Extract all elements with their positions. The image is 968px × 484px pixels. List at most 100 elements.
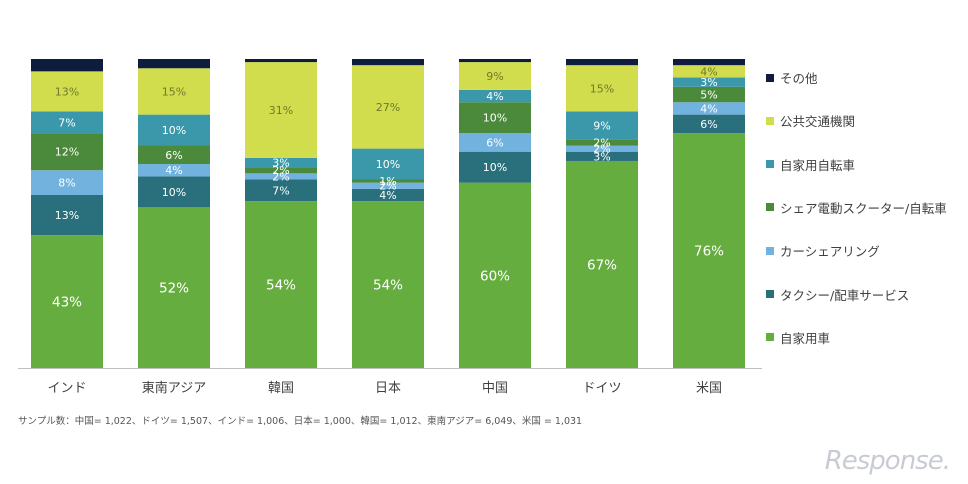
legend-swatch-shared-scooter-bike bbox=[766, 203, 774, 212]
legend-swatch-public-transit bbox=[766, 116, 774, 125]
x-tick-japan: 日本 bbox=[375, 381, 401, 396]
bar-china-private-car bbox=[459, 182, 531, 368]
label-germany-shared-scooter-bike: 2% bbox=[593, 136, 610, 149]
label-china-public-transit: 9% bbox=[486, 70, 503, 83]
label-india-taxi-ridehail: 13% bbox=[55, 209, 79, 222]
label-usa-private-car: 76% bbox=[694, 244, 724, 260]
bar-india-taxi-ridehail bbox=[31, 194, 103, 236]
x-tick-label-layer: インド 東南アジア 韓国 日本 中国 ドイツ 米国 bbox=[47, 380, 722, 396]
label-usa-public-transit: 4% bbox=[700, 65, 717, 78]
label-india-public-transit: 13% bbox=[55, 85, 79, 98]
legend-item-private-bicycle: 自家用自転車 bbox=[766, 155, 855, 174]
label-india-private-car: 43% bbox=[52, 295, 82, 311]
bar-japan-private-bicycle bbox=[352, 148, 424, 180]
label-usa-shared-scooter-bike: 5% bbox=[700, 89, 717, 102]
bar-germany-private-bicycle bbox=[566, 111, 638, 140]
bar-japan-private-car bbox=[352, 201, 424, 368]
label-usa-taxi-ridehail: 6% bbox=[700, 118, 717, 131]
legend-label-private-bicycle: 自家用自転車 bbox=[780, 157, 856, 173]
label-japan-private-bicycle: 10% bbox=[376, 158, 400, 171]
x-tick-usa: 米国 bbox=[696, 381, 722, 396]
legend-swatch-private-car bbox=[766, 333, 774, 342]
bar-china-public-transit bbox=[459, 62, 531, 90]
bar-sea-taxi-ridehail bbox=[138, 176, 210, 208]
x-tick-sea: 東南アジア bbox=[142, 380, 206, 396]
bar-china-other bbox=[459, 59, 531, 63]
label-japan-taxi-ridehail: 4% bbox=[379, 189, 396, 202]
legend-item-taxi-ridehail: タクシー/配車サービス bbox=[766, 285, 909, 304]
bar-korea-public-transit bbox=[245, 62, 317, 158]
label-india-private-bicycle: 7% bbox=[58, 116, 75, 129]
bar-korea-carsharing bbox=[245, 173, 317, 180]
legend-item-private-car: 自家用車 bbox=[766, 328, 830, 347]
label-korea-shared-scooter-bike: 2% bbox=[272, 164, 289, 177]
bar-korea-private-bicycle bbox=[245, 157, 317, 168]
bar-japan-carsharing bbox=[352, 182, 424, 189]
label-sea-taxi-ridehail: 10% bbox=[162, 186, 186, 199]
legend-label-private-car: 自家用車 bbox=[780, 330, 831, 346]
bar-japan-shared-scooter-bike bbox=[352, 179, 424, 183]
legend-item-other: その他 bbox=[766, 68, 818, 87]
label-sea-shared-scooter-bike: 6% bbox=[165, 149, 182, 162]
bar-layer bbox=[31, 59, 745, 368]
sample-size-footnote: サンプル数：中国= 1,022、ドイツ= 1,507、インド= 1,006、日本… bbox=[18, 416, 583, 427]
bar-japan-taxi-ridehail bbox=[352, 188, 424, 202]
bar-korea-private-car bbox=[245, 201, 317, 368]
bar-india-other bbox=[31, 59, 103, 72]
bar-china-carsharing bbox=[459, 133, 531, 152]
stacked-bar-chart: 43%13%8%12%7%13%52%10%4%6%10%15%54%7%2%2… bbox=[18, 59, 762, 396]
bar-china-private-bicycle bbox=[459, 89, 531, 103]
x-tick-india: インド bbox=[47, 381, 86, 396]
bar-germany-public-transit bbox=[566, 65, 638, 112]
x-tick-korea: 韓国 bbox=[268, 381, 294, 396]
label-germany-carsharing: 2% bbox=[593, 143, 610, 156]
legend-swatch-private-bicycle bbox=[766, 160, 774, 169]
bar-germany-taxi-ridehail bbox=[566, 151, 638, 161]
bar-sea-shared-scooter-bike bbox=[138, 145, 210, 165]
label-usa-carsharing: 4% bbox=[700, 102, 717, 115]
segment-label-layer: 43%13%8%12%7%13%52%10%4%6%10%15%54%7%2%2… bbox=[52, 65, 724, 310]
bar-sea-public-transit bbox=[138, 68, 210, 115]
label-china-private-bicycle: 4% bbox=[486, 90, 503, 103]
label-china-shared-scooter-bike: 10% bbox=[483, 112, 507, 125]
bar-china-taxi-ridehail bbox=[459, 151, 531, 183]
bar-usa-other bbox=[673, 59, 745, 66]
response-logo: Response. bbox=[824, 446, 951, 476]
bar-korea-taxi-ridehail bbox=[245, 179, 317, 202]
bar-germany-other bbox=[566, 59, 638, 66]
bar-sea-private-car bbox=[138, 207, 210, 368]
legend-item-shared-scooter-bike: シェア電動スクーター/自転車 bbox=[766, 198, 947, 217]
legend-label-taxi-ridehail: タクシー/配車サービス bbox=[780, 287, 910, 303]
bar-germany-private-car bbox=[566, 160, 638, 368]
legend-label-public-transit: 公共交通機関 bbox=[780, 114, 856, 130]
label-germany-public-transit: 15% bbox=[590, 82, 614, 95]
legend-label-carsharing: カーシェアリング bbox=[780, 244, 880, 260]
x-tick-germany: ドイツ bbox=[582, 381, 621, 396]
label-korea-public-transit: 31% bbox=[269, 104, 293, 117]
label-china-taxi-ridehail: 10% bbox=[483, 161, 507, 174]
bar-germany-carsharing bbox=[566, 145, 638, 152]
label-china-private-car: 60% bbox=[480, 268, 510, 284]
bar-korea-other bbox=[245, 59, 317, 63]
bar-japan-other bbox=[352, 59, 424, 66]
bar-usa-taxi-ridehail bbox=[673, 114, 745, 134]
label-korea-private-bicycle: 3% bbox=[272, 157, 289, 170]
legend-swatch-taxi-ridehail bbox=[766, 290, 774, 298]
bar-usa-public-transit bbox=[673, 65, 745, 78]
legend-swatch-carsharing bbox=[766, 246, 774, 255]
label-korea-carsharing: 2% bbox=[272, 170, 289, 183]
label-sea-public-transit: 15% bbox=[162, 85, 186, 98]
x-tick-china: 中国 bbox=[482, 381, 508, 396]
bar-sea-carsharing bbox=[138, 164, 210, 177]
legend-item-public-transit: 公共交通機関 bbox=[766, 111, 855, 130]
legend-label-shared-scooter-bike: シェア電動スクーター/自転車 bbox=[780, 200, 947, 216]
label-japan-carsharing: 2% bbox=[379, 180, 396, 193]
label-usa-private-bicycle: 3% bbox=[700, 76, 717, 89]
label-japan-public-transit: 27% bbox=[376, 101, 400, 114]
bar-korea-shared-scooter-bike bbox=[245, 167, 317, 174]
legend-item-carsharing: カーシェアリング bbox=[766, 241, 880, 260]
label-india-shared-scooter-bike: 12% bbox=[55, 146, 79, 159]
bar-sea-other bbox=[138, 59, 210, 69]
label-sea-carsharing: 4% bbox=[165, 164, 182, 177]
label-germany-taxi-ridehail: 3% bbox=[593, 150, 610, 163]
